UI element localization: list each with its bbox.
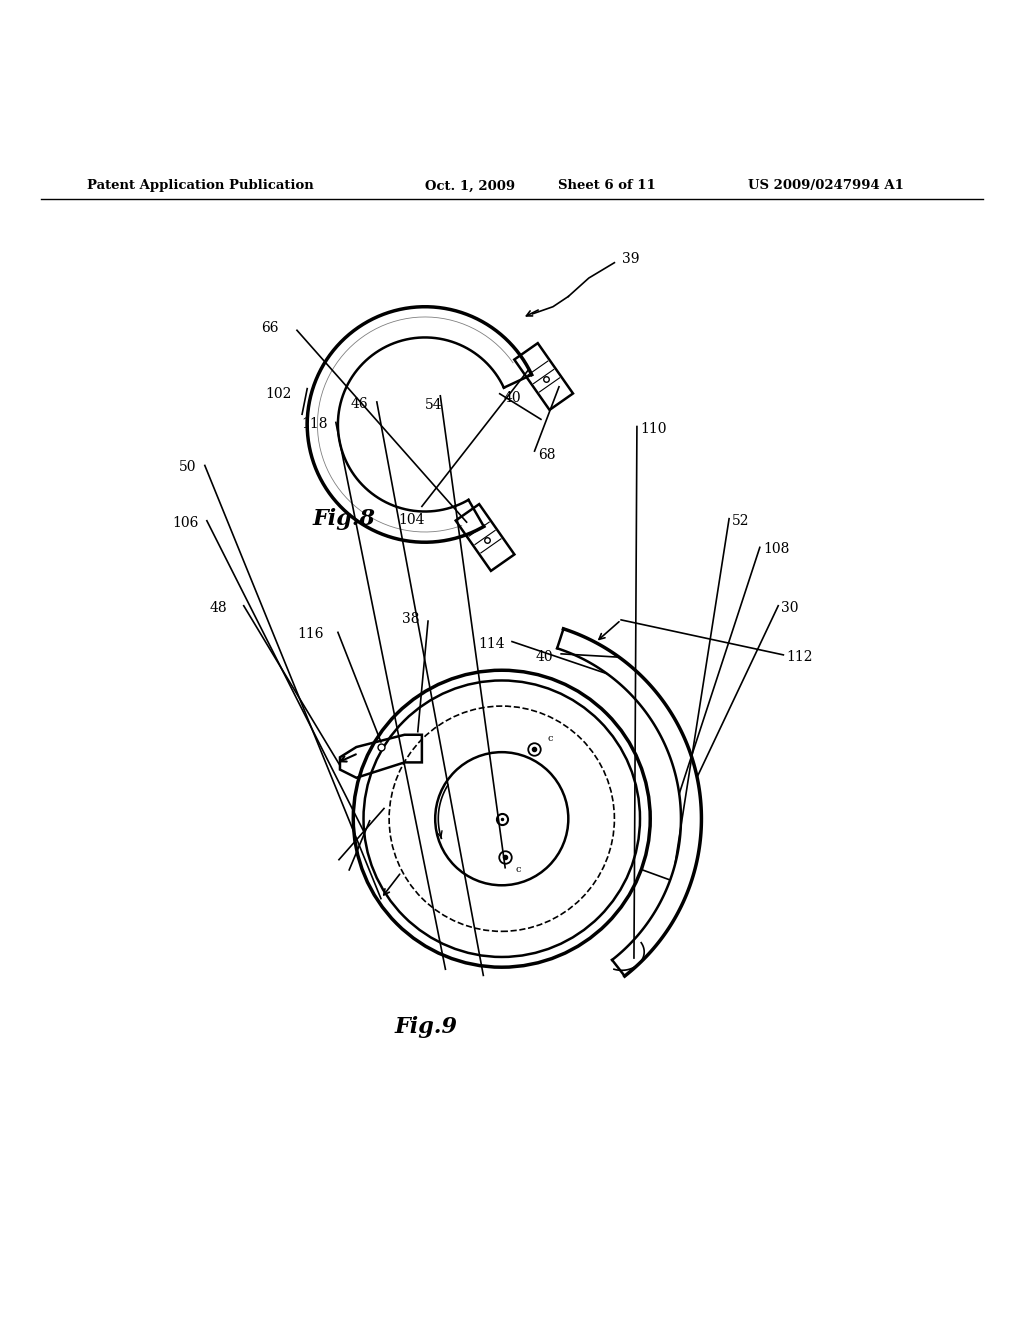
Text: 118: 118 xyxy=(301,417,328,432)
Text: 39: 39 xyxy=(622,252,639,265)
Text: 102: 102 xyxy=(265,387,292,401)
Text: c: c xyxy=(548,734,553,743)
Text: 48: 48 xyxy=(210,601,227,615)
Text: US 2009/0247994 A1: US 2009/0247994 A1 xyxy=(748,180,903,193)
Text: 112: 112 xyxy=(786,649,813,664)
Text: 108: 108 xyxy=(763,543,790,557)
Text: Fig.8: Fig.8 xyxy=(312,508,376,529)
Text: Oct. 1, 2009: Oct. 1, 2009 xyxy=(425,180,515,193)
Text: 68: 68 xyxy=(539,449,556,462)
Text: 30: 30 xyxy=(781,601,799,615)
Text: 104: 104 xyxy=(398,512,425,527)
Text: 116: 116 xyxy=(297,627,324,642)
Text: 114: 114 xyxy=(478,636,505,651)
Text: 66: 66 xyxy=(261,321,279,335)
Text: 46: 46 xyxy=(351,397,369,411)
Text: 106: 106 xyxy=(172,516,199,529)
Text: 40: 40 xyxy=(504,391,521,405)
Text: Patent Application Publication: Patent Application Publication xyxy=(87,180,313,193)
Text: 110: 110 xyxy=(640,421,667,436)
Text: 50: 50 xyxy=(179,461,197,474)
Text: 54: 54 xyxy=(425,397,443,412)
Text: c: c xyxy=(515,865,521,874)
Text: 52: 52 xyxy=(732,513,750,528)
Text: Fig.9: Fig.9 xyxy=(394,1015,458,1038)
Text: 40: 40 xyxy=(536,649,553,664)
Text: 38: 38 xyxy=(402,612,420,626)
Text: Sheet 6 of 11: Sheet 6 of 11 xyxy=(558,180,655,193)
